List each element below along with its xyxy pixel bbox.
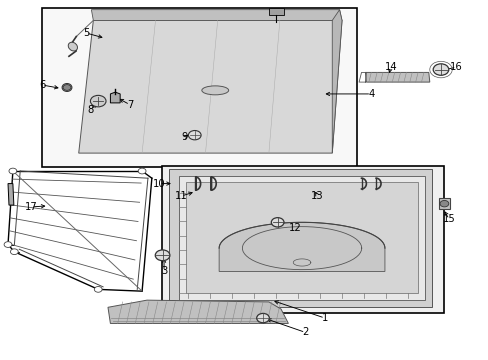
Polygon shape <box>108 300 288 323</box>
Text: 11: 11 <box>174 191 187 201</box>
Circle shape <box>63 85 71 90</box>
Circle shape <box>271 218 284 227</box>
Text: 13: 13 <box>311 191 323 201</box>
Polygon shape <box>168 169 431 307</box>
Polygon shape <box>438 198 449 210</box>
Text: 9: 9 <box>182 132 188 142</box>
Text: 15: 15 <box>442 215 455 224</box>
Circle shape <box>4 242 12 247</box>
Text: 6: 6 <box>39 80 45 90</box>
Circle shape <box>94 287 102 292</box>
Text: 4: 4 <box>367 89 374 99</box>
Polygon shape <box>185 182 417 293</box>
Circle shape <box>90 95 106 107</box>
Text: 1: 1 <box>321 313 327 323</box>
Ellipse shape <box>68 42 77 51</box>
Circle shape <box>155 250 169 261</box>
Circle shape <box>432 64 448 75</box>
Polygon shape <box>268 8 283 15</box>
Text: 5: 5 <box>82 28 89 38</box>
Polygon shape <box>331 10 341 153</box>
Polygon shape <box>178 176 424 300</box>
Circle shape <box>9 168 17 174</box>
Text: 3: 3 <box>161 266 167 276</box>
Text: 10: 10 <box>153 179 165 189</box>
Text: 14: 14 <box>384 62 396 72</box>
Text: 2: 2 <box>302 327 308 337</box>
Ellipse shape <box>202 86 228 95</box>
Circle shape <box>188 131 201 140</box>
Text: 7: 7 <box>126 100 133 110</box>
Circle shape <box>439 201 448 207</box>
Polygon shape <box>91 10 341 21</box>
Ellipse shape <box>62 84 72 91</box>
Text: 17: 17 <box>25 202 38 212</box>
Circle shape <box>10 249 18 255</box>
Polygon shape <box>8 184 14 205</box>
FancyBboxPatch shape <box>161 166 444 313</box>
Circle shape <box>138 168 146 174</box>
Polygon shape <box>110 92 120 103</box>
Circle shape <box>256 314 269 323</box>
Text: 16: 16 <box>449 62 462 72</box>
Text: 8: 8 <box>88 105 94 115</box>
Text: 12: 12 <box>289 224 302 233</box>
Polygon shape <box>79 21 341 153</box>
Polygon shape <box>365 72 429 82</box>
FancyBboxPatch shape <box>42 8 356 167</box>
Polygon shape <box>219 222 384 271</box>
